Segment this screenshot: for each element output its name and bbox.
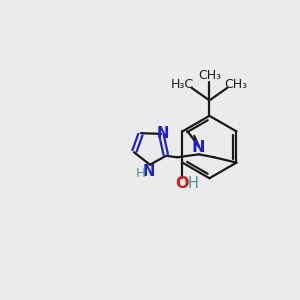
Text: CH₃: CH₃ [198,70,221,83]
Text: N: N [192,140,206,155]
Text: N: N [142,164,155,179]
Text: N: N [157,126,169,141]
Text: CH₃: CH₃ [225,78,248,92]
Text: H₃C: H₃C [171,78,194,92]
Text: O: O [176,176,189,191]
Text: H: H [188,176,198,191]
Text: H: H [136,167,146,180]
